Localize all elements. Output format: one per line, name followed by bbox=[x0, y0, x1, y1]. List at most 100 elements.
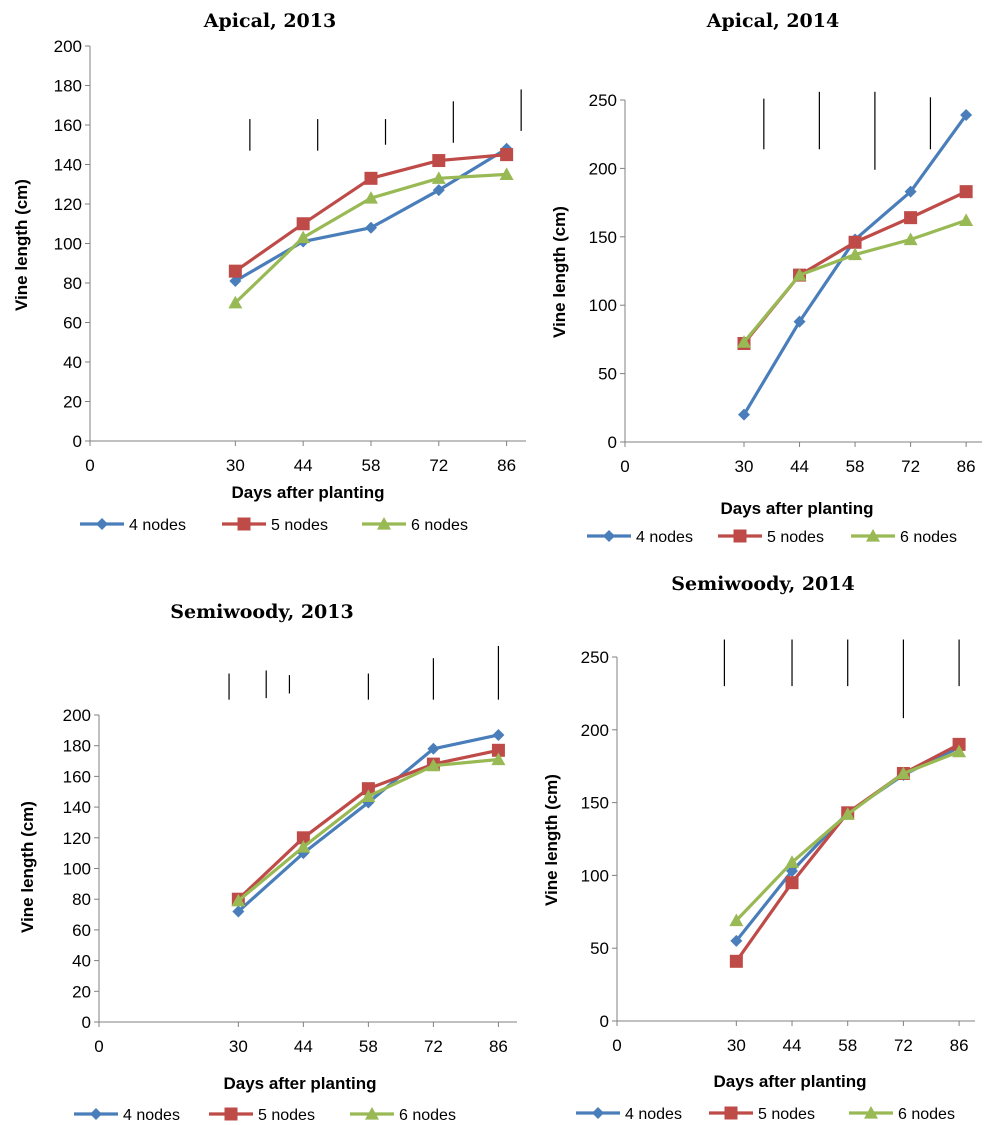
legend-label: 5 nodes bbox=[271, 517, 328, 534]
y-tick-label: 40 bbox=[63, 353, 82, 372]
data-point bbox=[840, 807, 855, 820]
series-line bbox=[735, 742, 960, 963]
data-point bbox=[491, 752, 506, 766]
x-tick-label: 44 bbox=[294, 1037, 313, 1056]
data-point bbox=[364, 171, 378, 185]
data-point bbox=[432, 184, 445, 197]
x-axis-label: Days after planting bbox=[231, 483, 384, 502]
data-point bbox=[792, 268, 807, 281]
x-tick-label: 72 bbox=[429, 456, 448, 475]
data-point bbox=[296, 217, 310, 231]
y-axis-label: Vine length (cm) bbox=[542, 774, 561, 906]
y-tick-label: 140 bbox=[63, 798, 91, 817]
y-axis-label: Vine length (cm) bbox=[18, 801, 37, 933]
x-tick-label: 86 bbox=[497, 456, 516, 475]
x-tick-label: 86 bbox=[957, 457, 976, 476]
y-tick-label: 0 bbox=[600, 1012, 609, 1031]
series-line bbox=[742, 114, 968, 416]
legend-label: 6 nodes bbox=[399, 1107, 456, 1124]
data-point bbox=[729, 954, 743, 968]
chart-title: Semiwoody, 2014 bbox=[671, 573, 854, 595]
data-point bbox=[785, 855, 800, 868]
series-line bbox=[237, 733, 499, 913]
legend-label: 5 nodes bbox=[758, 1106, 815, 1123]
legend-marker bbox=[866, 529, 880, 542]
data-point bbox=[848, 235, 862, 249]
chart-title: Apical, 2013 bbox=[203, 10, 336, 32]
y-tick-label: 50 bbox=[598, 365, 617, 384]
x-tick-label: 72 bbox=[424, 1037, 443, 1056]
data-point bbox=[491, 743, 505, 757]
y-tick-label: 100 bbox=[63, 860, 91, 879]
y-tick-label: 160 bbox=[63, 767, 91, 786]
data-point bbox=[793, 315, 806, 328]
y-axis-label: Vine length (cm) bbox=[12, 179, 31, 311]
data-point bbox=[232, 905, 245, 918]
y-tick-label: 140 bbox=[54, 156, 82, 175]
y-tick-label: 0 bbox=[82, 1013, 91, 1032]
legend-label: 6 nodes bbox=[898, 1106, 955, 1123]
data-point bbox=[952, 737, 966, 751]
legend-label: 4 nodes bbox=[625, 1106, 682, 1123]
y-tick-label: 160 bbox=[54, 116, 82, 135]
panel-apical-2014: Apical, 2014 Days after planting Vine le… bbox=[550, 10, 982, 546]
y-tick-label: 250 bbox=[581, 648, 609, 667]
x-tick-label: 30 bbox=[735, 457, 754, 476]
chart-title: Semiwoody, 2013 bbox=[170, 601, 353, 623]
y-tick-label: 60 bbox=[72, 921, 91, 940]
y-tick-label: 0 bbox=[73, 432, 82, 451]
data-point bbox=[896, 766, 911, 780]
legend-marker bbox=[365, 1107, 379, 1120]
data-point bbox=[431, 171, 446, 184]
x-axis-label: Days after planting bbox=[713, 1072, 866, 1091]
data-point bbox=[904, 211, 918, 225]
legend-label: 6 nodes bbox=[411, 517, 468, 534]
x-tick-label: 72 bbox=[901, 457, 920, 476]
legend-label: 5 nodes bbox=[767, 529, 824, 546]
data-point bbox=[432, 154, 446, 168]
x-tick-label: 30 bbox=[229, 1037, 248, 1056]
data-point bbox=[952, 744, 967, 758]
data-point bbox=[364, 221, 377, 234]
y-tick-label: 100 bbox=[54, 235, 82, 254]
x-tick-label: 58 bbox=[846, 457, 865, 476]
y-tick-label: 20 bbox=[72, 982, 91, 1001]
y-tick-label: 50 bbox=[590, 939, 609, 958]
legend-marker bbox=[377, 517, 391, 530]
legend-marker bbox=[224, 1107, 238, 1121]
data-point bbox=[229, 275, 242, 288]
data-point bbox=[361, 782, 375, 796]
panel-semiwoody-2013: Semiwoody, 2013 Days after planting Vine… bbox=[18, 601, 517, 1124]
x-tick-label: 86 bbox=[950, 1036, 969, 1055]
legend-marker bbox=[603, 530, 615, 542]
x-tick-label: 44 bbox=[790, 457, 809, 476]
y-tick-label: 180 bbox=[63, 737, 91, 756]
x-tick-label: 0 bbox=[612, 1036, 621, 1055]
legend-marker bbox=[96, 518, 108, 530]
data-point bbox=[296, 840, 311, 853]
data-point bbox=[737, 335, 751, 348]
data-point bbox=[427, 742, 440, 755]
data-point bbox=[492, 728, 505, 741]
data-point bbox=[729, 913, 744, 927]
y-tick-label: 100 bbox=[589, 296, 617, 315]
x-tick-label: 86 bbox=[489, 1037, 508, 1056]
panel-semiwoody-2014: Semiwoody, 2014 Days after planting Vine… bbox=[542, 573, 975, 1123]
data-point bbox=[228, 295, 243, 309]
y-tick-label: 100 bbox=[581, 866, 609, 885]
x-tick-label: 0 bbox=[620, 457, 629, 476]
panel-apical-2013: Apical, 2013 Days after planting Vine le… bbox=[12, 10, 526, 534]
x-tick-label: 58 bbox=[359, 1037, 378, 1056]
x-tick-label: 30 bbox=[226, 456, 245, 475]
y-tick-label: 180 bbox=[54, 77, 82, 96]
x-axis-label: Days after planting bbox=[223, 1074, 376, 1093]
data-point bbox=[363, 191, 378, 204]
legend-label: 4 nodes bbox=[123, 1107, 180, 1124]
legend-label: 4 nodes bbox=[636, 529, 693, 546]
y-axis-label: Vine length (cm) bbox=[550, 206, 569, 338]
y-tick-label: 150 bbox=[589, 228, 617, 247]
y-tick-label: 150 bbox=[581, 794, 609, 813]
data-point bbox=[960, 109, 973, 122]
series-line bbox=[735, 750, 960, 922]
y-tick-label: 250 bbox=[589, 91, 617, 110]
